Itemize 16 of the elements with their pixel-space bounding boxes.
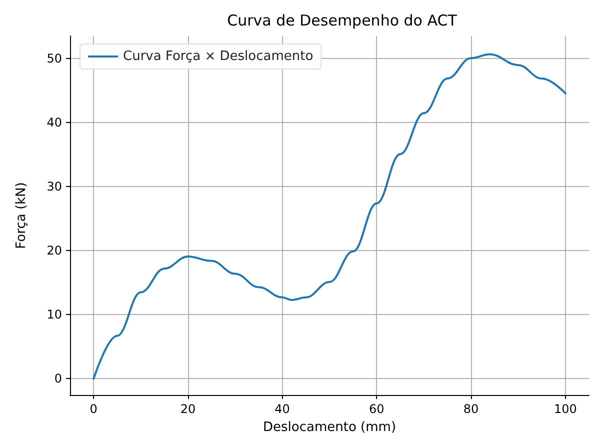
x-tick-label: 60 bbox=[369, 402, 384, 416]
y-tick-label: 40 bbox=[46, 116, 62, 130]
x-tick-label: 0 bbox=[90, 402, 98, 416]
x-axis-title: Deslocamento (mm) bbox=[262, 420, 396, 435]
legend-label: Curva Força × Deslocamento bbox=[123, 49, 314, 64]
x-tick-label: 100 bbox=[554, 402, 577, 416]
y-tick-label: 0 bbox=[54, 372, 62, 386]
x-tick-label: 40 bbox=[274, 402, 290, 416]
x-tick-label: 80 bbox=[463, 402, 479, 416]
y-tick-label: 20 bbox=[46, 244, 62, 258]
y-tick-label: 10 bbox=[46, 308, 62, 322]
chart-title: Curva de Desempenho do ACT bbox=[227, 12, 458, 30]
x-tick-label: 20 bbox=[180, 402, 196, 416]
y-tick-label: 30 bbox=[46, 180, 62, 194]
y-axis-title: Força (kN) bbox=[14, 182, 29, 249]
y-tick-label: 50 bbox=[46, 52, 62, 66]
